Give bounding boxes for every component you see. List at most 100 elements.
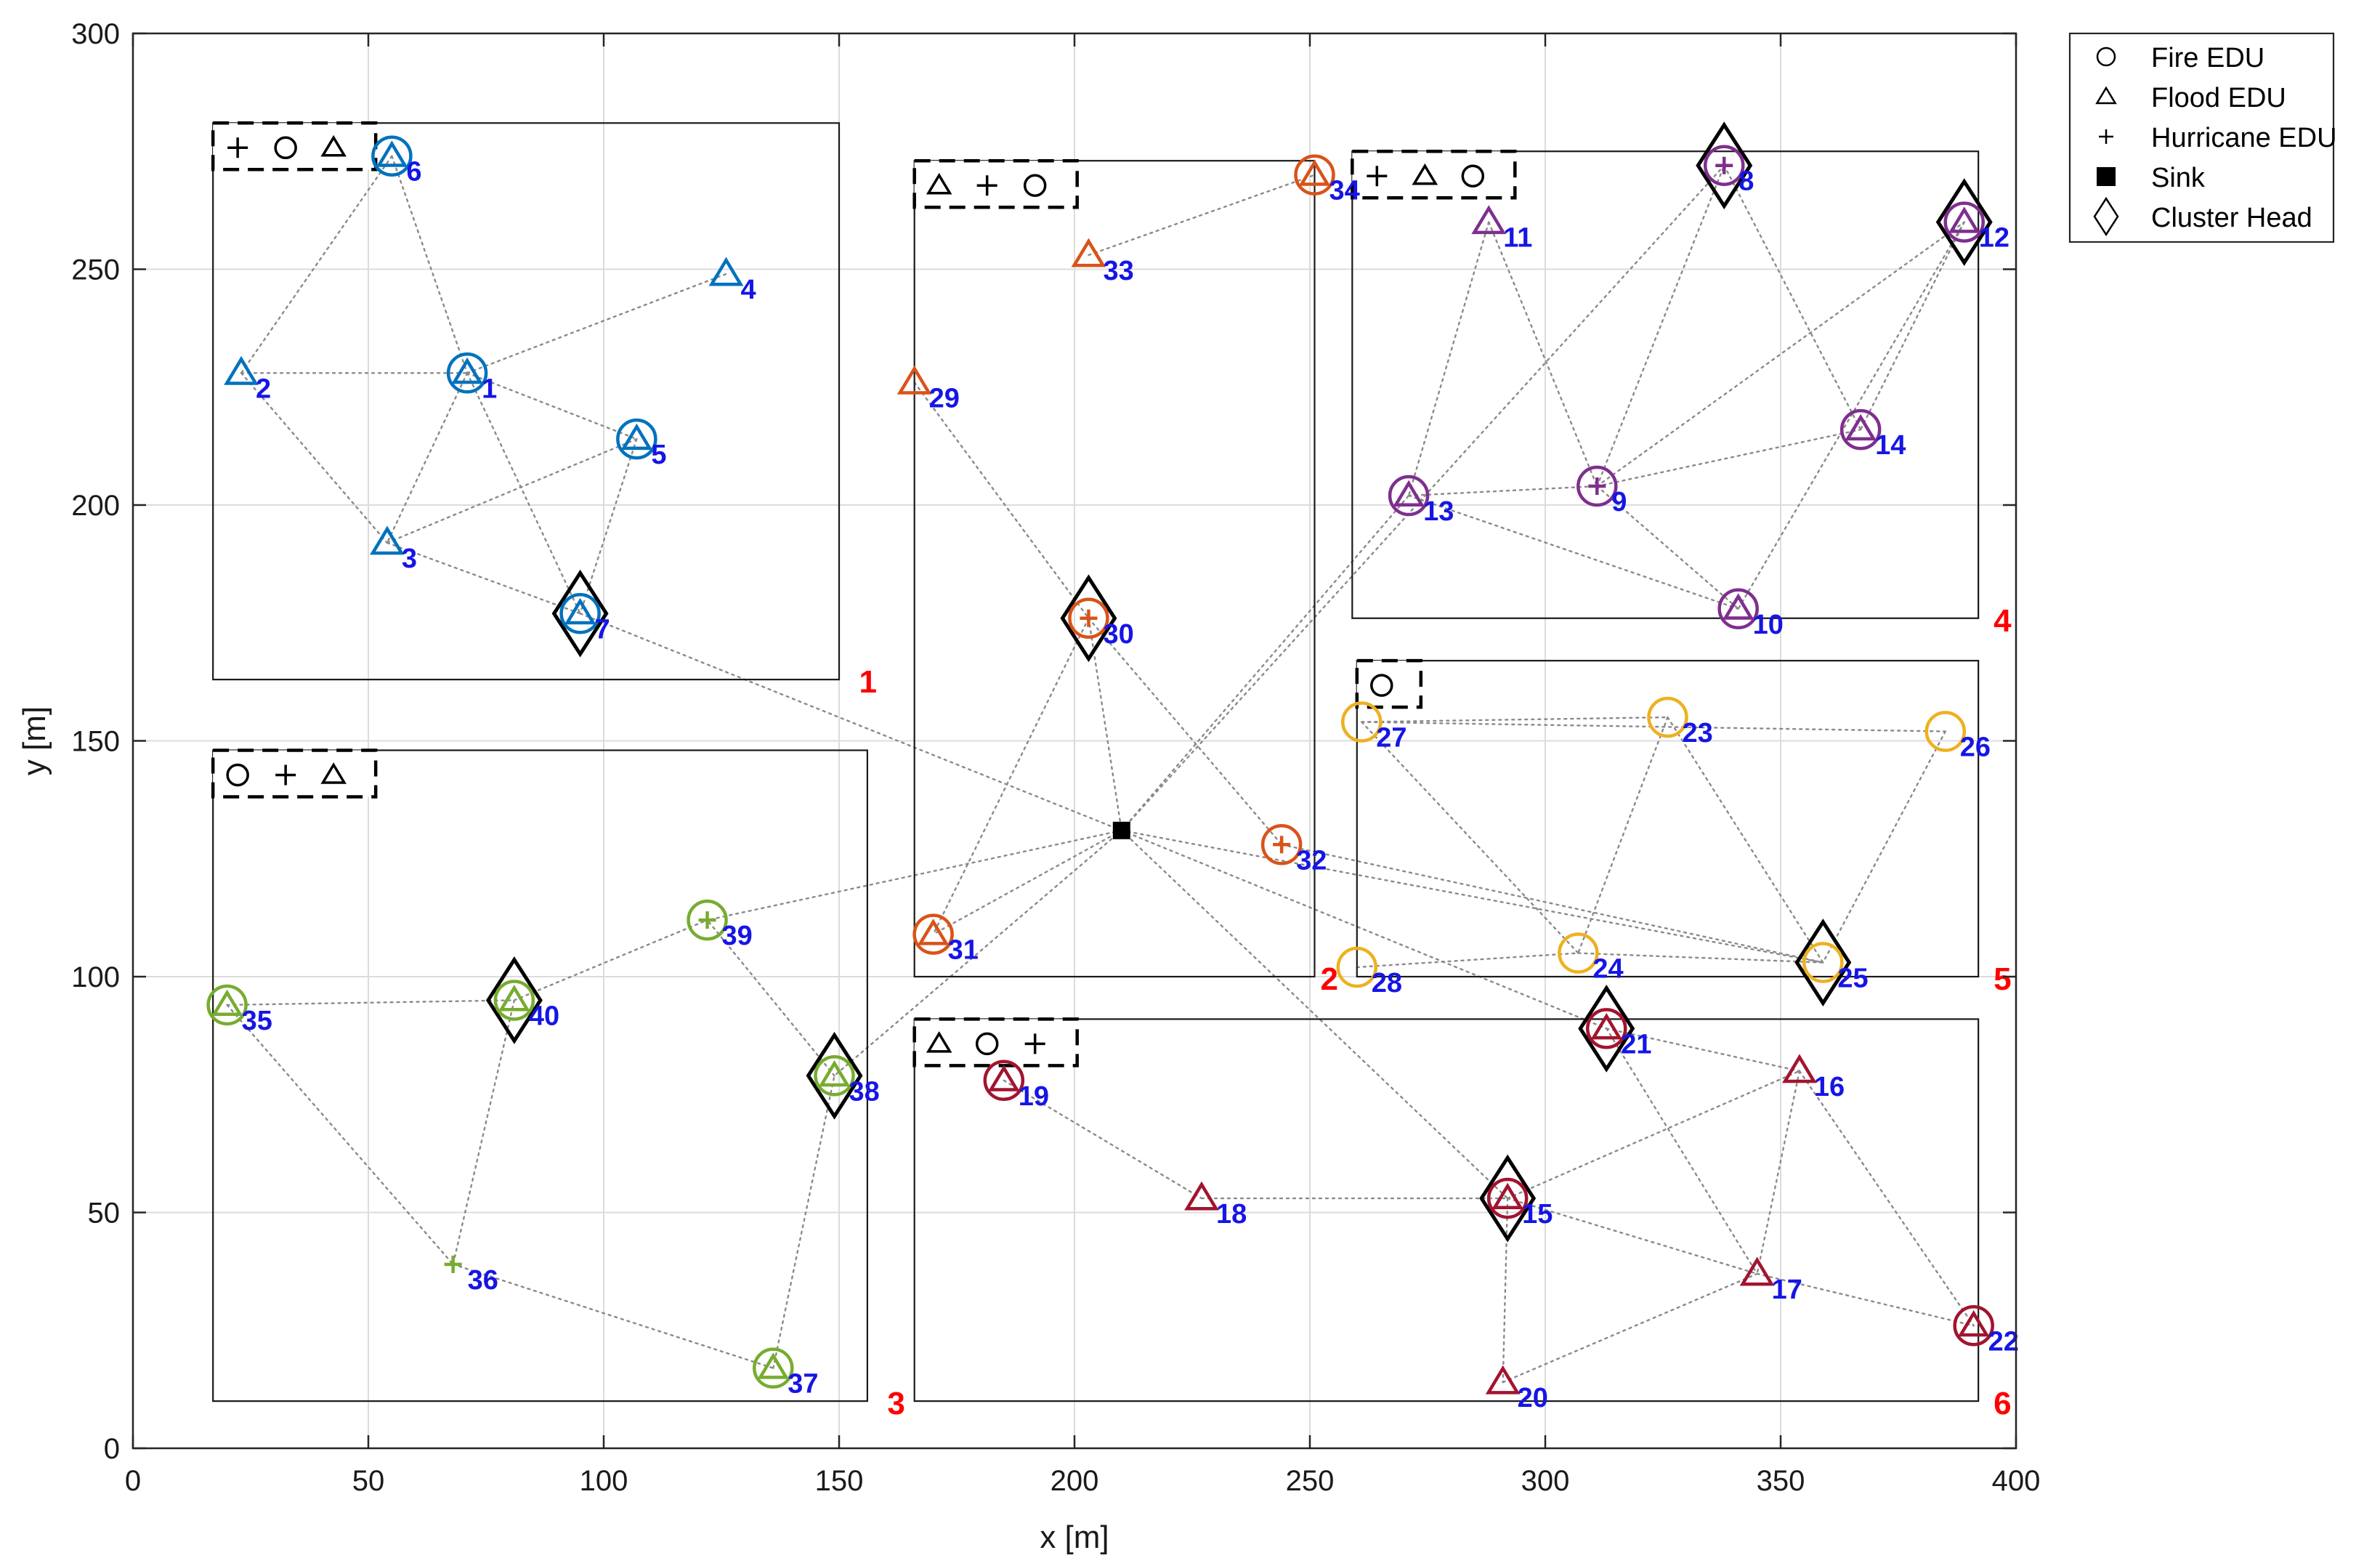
node-label: 19 (1019, 1081, 1049, 1112)
link-line (1756, 1272, 1975, 1327)
node-14: 14 (1839, 408, 1906, 461)
node-label: 14 (1875, 430, 1906, 461)
link-line (1606, 1028, 1801, 1073)
node-circle-marker (1336, 946, 1378, 988)
node-label: 30 (1103, 619, 1133, 650)
y-axis-label: y [m] (17, 706, 52, 775)
node-35: 35 (206, 984, 272, 1036)
node-circle-marker (1717, 588, 1759, 630)
node-12: 12 (1935, 178, 2009, 267)
cluster-boundary-3 (212, 749, 868, 1402)
cluster-label-4: 4 (1994, 603, 2012, 639)
x-tick-label: 300 (1521, 1465, 1570, 1497)
node-circle-marker (493, 980, 535, 1021)
node-label: 3 (402, 544, 417, 574)
node-label: 27 (1376, 723, 1406, 754)
cluster-head-diamond-icon (1060, 574, 1117, 663)
node-label: 37 (788, 1369, 818, 1400)
node-38: 38 (806, 1031, 880, 1120)
cluster-event-tag-5 (1355, 658, 1423, 709)
cluster-boundary-4 (1351, 150, 1980, 619)
node-circle-marker (1839, 408, 1882, 451)
sink-square-icon (1112, 821, 1130, 839)
y-tick-label: 200 (71, 490, 120, 522)
node-label: 9 (1611, 487, 1627, 517)
node-31: 31 (912, 913, 979, 966)
node-37: 37 (753, 1347, 819, 1400)
node-circle-marker (1924, 711, 1967, 752)
link-line (466, 273, 727, 374)
node-label: 29 (929, 383, 960, 413)
node-label: 12 (1979, 223, 2009, 254)
node-20: 20 (1485, 1365, 1548, 1413)
node-circle-marker (814, 1055, 855, 1097)
event-tag-circle-icon (226, 763, 249, 787)
link-line (466, 372, 638, 440)
link-line (226, 999, 516, 1006)
node-circle-marker (446, 352, 488, 394)
node-label: 40 (529, 1001, 559, 1031)
node-40: 40 (485, 956, 559, 1044)
cluster-boundary-6 (913, 1018, 1980, 1402)
link-line (1506, 1197, 1758, 1275)
node-39: 39 (687, 899, 753, 951)
node-circle-marker (616, 418, 657, 460)
legend-label: Flood EDU (2151, 83, 2286, 113)
node-triangle-marker (1471, 205, 1507, 235)
event-tag-circle-icon (274, 136, 297, 160)
node-triangle-marker (896, 365, 932, 395)
legend-circle-icon (2096, 47, 2116, 67)
cluster-label-2: 2 (1320, 961, 1337, 997)
event-tag-plus-icon (227, 137, 248, 158)
link-line (1577, 952, 1824, 964)
legend-label: Sink (2151, 163, 2206, 193)
link-line (1667, 716, 1824, 964)
node-label: 34 (1329, 176, 1359, 206)
legend-square-icon (2097, 167, 2116, 186)
legend-entry-3: Sink (2097, 163, 2206, 193)
node-circle-marker (1486, 1177, 1529, 1219)
cluster-label-5: 5 (1994, 961, 2011, 997)
link-line (1798, 1070, 1975, 1327)
cluster-boundary-5 (1356, 660, 1980, 978)
node-3: 3 (369, 525, 417, 574)
node-triangle-marker (1298, 159, 1331, 186)
cluster-label-1: 1 (859, 664, 876, 700)
event-tag-triangle-icon (926, 1031, 952, 1053)
cluster-label-3: 3 (887, 1386, 904, 1421)
node-triangle-marker (369, 525, 405, 555)
node-circle-marker (912, 913, 954, 955)
node-13: 13 (1388, 475, 1454, 527)
cluster-head-diamond-icon (1696, 121, 1753, 210)
node-label: 11 (1503, 223, 1532, 254)
node-label: 32 (1296, 845, 1327, 876)
node-triangle-marker (818, 1060, 851, 1087)
y-tick-label: 100 (71, 961, 120, 993)
link-line (1737, 221, 1965, 610)
node-23: 23 (1647, 696, 1713, 748)
legend-plus-icon (2099, 129, 2113, 144)
node-triangle-marker (1491, 1182, 1523, 1210)
node-circle-marker (753, 1347, 794, 1389)
node-label: 24 (1592, 954, 1623, 985)
node-label: 6 (406, 157, 421, 187)
link-line (833, 829, 1123, 1077)
node-triangle-marker (1948, 206, 1980, 233)
node-triangle-marker (1957, 1309, 1990, 1337)
link-line (579, 613, 1123, 832)
link-line (466, 372, 581, 615)
node-label: 8 (1739, 166, 1754, 197)
cluster-boundary-1 (212, 122, 841, 681)
link-line (1606, 1028, 1758, 1275)
link-line (240, 372, 389, 544)
cluster-event-tag-1 (211, 121, 378, 171)
node-plus-marker (1588, 477, 1606, 496)
cluster-head-diamond-icon (551, 569, 609, 658)
link-line (1596, 164, 1725, 488)
node-4: 4 (708, 257, 756, 305)
node-5: 5 (616, 418, 667, 470)
node-circle-marker (559, 593, 601, 634)
node-label: 35 (242, 1006, 272, 1036)
